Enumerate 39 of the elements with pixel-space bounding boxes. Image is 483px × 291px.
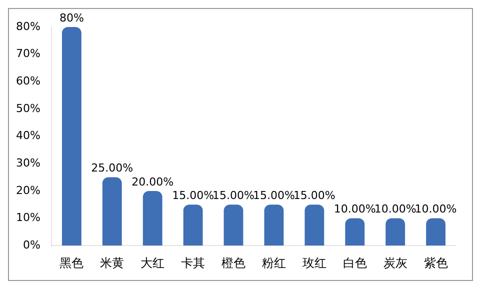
x-tick-label: 炭灰 [383,256,408,270]
bar [264,204,284,246]
y-tick-label: 30% [16,156,40,170]
data-label: 20.00% [132,175,174,188]
data-label: 80% [59,11,84,24]
bar [62,27,82,246]
x-tick-label: 紫色 [424,256,448,270]
data-label: 15.00% [252,188,295,202]
data-label: 15.00% [172,188,214,202]
bar [142,190,162,246]
bar [224,204,244,246]
y-tick-label: 80% [16,20,40,33]
y-tick-label: 0% [22,238,40,252]
y-tick-label: 50% [16,102,40,115]
data-label: 10.00% [374,202,416,216]
y-tick-label: 40% [16,129,40,142]
bar [345,218,365,246]
x-tick-label: 大红 [140,256,165,270]
bar [183,204,203,246]
y-tick-label: 70% [16,47,40,60]
data-label: 15.00% [212,188,254,202]
x-tick-label: 黑色 [60,256,84,270]
x-tick-label: 玫红 [302,256,326,270]
data-label: 10.00% [334,202,376,216]
x-tick-label: 卡其 [181,256,206,270]
data-label: 15.00% [293,188,336,202]
bar [102,177,122,246]
data-label: 25.00% [91,162,134,175]
bar [304,204,324,246]
y-tick-label: 20% [16,184,40,197]
x-tick-label: 白色 [342,256,367,270]
y-tick-label: 10% [16,211,40,224]
bar [426,218,446,246]
y-tick-label: 60% [16,74,40,88]
x-tick-label: 粉红 [262,256,286,270]
x-tick-label: 米黄 [100,256,124,270]
bar [386,218,406,246]
data-label: 10.00% [414,202,457,216]
x-tick-label: 橙色 [221,256,246,270]
